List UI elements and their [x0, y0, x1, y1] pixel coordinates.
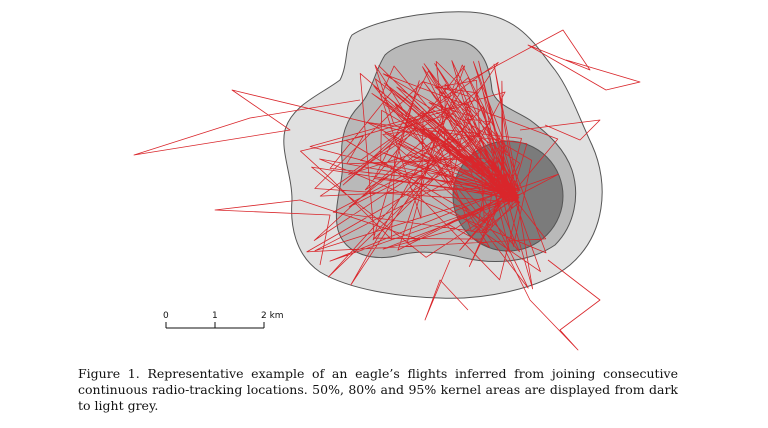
flight-track-segment	[519, 119, 601, 141]
caption-text: Representative example of an eagle’s fli…	[78, 366, 678, 413]
flight-track-segment	[133, 89, 441, 156]
flight-track-segment	[214, 199, 421, 266]
scale-label-0: 0	[163, 311, 169, 321]
flight-track-segment	[424, 259, 469, 321]
caption-label: Figure 1.	[78, 366, 140, 381]
scale-bar: 0 1 2 km	[163, 311, 284, 329]
scale-label-1: 1	[212, 311, 218, 321]
flight-track-segment	[469, 29, 641, 91]
flight-track-segment	[504, 249, 601, 351]
flight-tracks	[133, 29, 641, 351]
flight-track-segment	[299, 60, 559, 290]
figure-caption: Figure 1. Representative example of an e…	[78, 366, 678, 414]
kernel-map: 0 1 2 km	[133, 11, 641, 351]
scale-label-2km: 2 km	[261, 311, 284, 321]
